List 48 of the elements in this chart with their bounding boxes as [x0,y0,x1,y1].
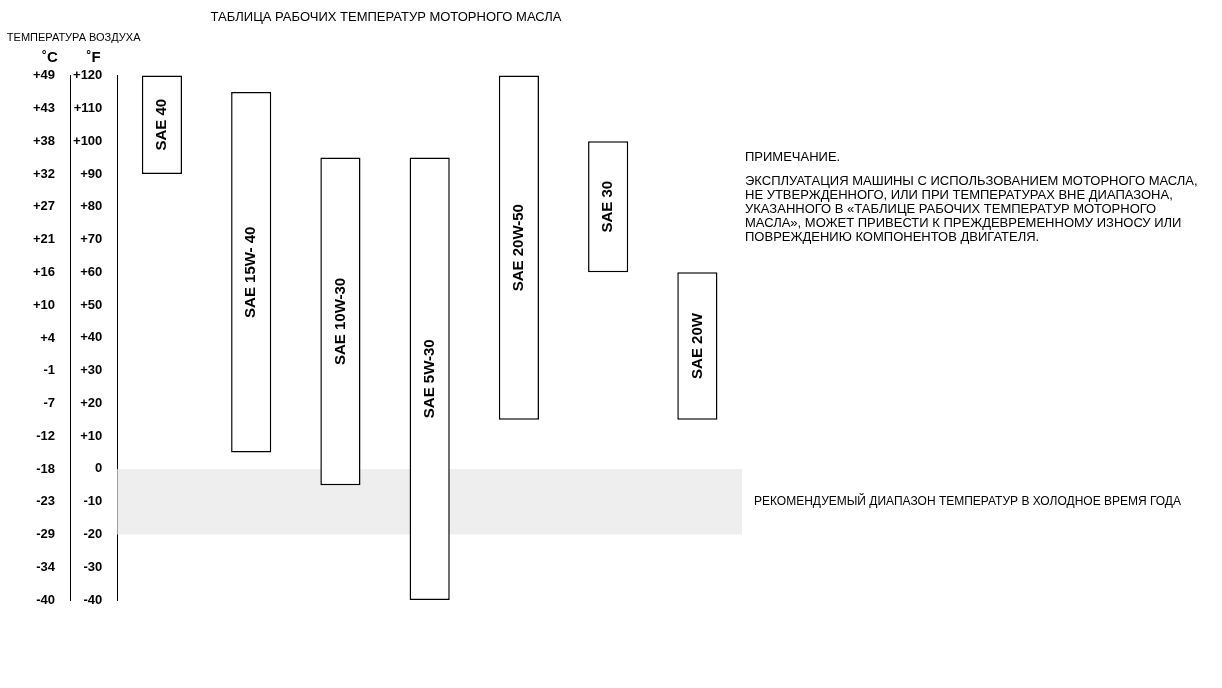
x-tick-label: SAE 20W-50 [509,204,527,292]
y2-tick-label: +21 [32,231,56,247]
y-tick-label: -40 [83,591,103,607]
y-tick-label: +100 [73,132,103,148]
y2-tick-label: -40 [36,591,56,607]
x-tick-label: SAE 10W-30 [330,277,348,366]
x-tick-label: SAE 40 [152,98,170,151]
y2-tick-label: +43 [32,100,56,116]
y-tick-label: +10 [80,427,103,443]
y2-tick-label: -12 [36,427,56,443]
y-tick-label: -20 [83,526,103,542]
x-tick-label: SAE 20W [687,312,705,379]
y2-tick-label: +27 [32,198,56,214]
x-tick-label: SAE 5W-30 [419,339,437,419]
y2-tick-label: -18 [36,460,56,476]
y2-tick-label: +10 [32,296,56,312]
y-tick-label: +30 [80,362,103,378]
y2-tick-label: +4 [40,329,56,345]
y2-tick-label: +32 [32,165,56,181]
text: ПРИМЕЧАНИЕ. [745,149,842,164]
y2-tick-label: -7 [43,395,56,411]
y-tick-label: +40 [80,329,103,345]
y-tick-label: +60 [80,263,103,279]
y-tick-label: +20 [80,394,103,410]
text: ЭКСПЛУАТАЦИЯ МАШИНЫ С ИСПОЛЬЗОВАНИЕМ МОТОРНОГО МАСЛА, НЕ УТВЕРЖДЕННОГО, ИЛИ ПРИ ТЕМПЕРАТУРАХ ВНЕ ДИАПАЗОНА, УКАЗАННОГО В «ТАБЛИЦЕ РАБОЧИХ ТЕМПЕРАТУР МОТОРНОГО МАСЛА», МОЖЕТ ПРИВЕСТИ К ПРЕЖДЕВРЕМЕННОМУ ИЗНОСУ ИЛИ ПОВРЕЖДЕНИЮ КОМПОНЕНТОВ ДВИГАТЕЛЯ. [745,173,1199,244]
y2-tick-label: -29 [36,526,56,542]
y-tick-label: -10 [83,493,103,509]
y-tick-label: +90 [80,165,103,181]
y2-tick-label: -1 [43,362,56,378]
y2-tick-label: -23 [36,493,56,509]
y-tick-label: +120 [73,67,103,83]
y-tick-label: -30 [83,558,103,574]
x-tick-label: SAE 30 [598,180,616,233]
y-axis-title: ˚F [86,47,101,65]
x-tick-label: SAE 15W- 40 [241,226,259,318]
y-tick-label: +80 [80,198,103,214]
y2-tick-label: -34 [36,558,56,574]
chart-title: ТАБЛИЦА РАБОЧИХ ТЕМПЕРАТУР МОТОРНОГО МАСЛА [210,9,562,25]
text: ТЕМПЕРАТУРА ВОЗДУХА [6,30,142,43]
y-tick-label: 0 [95,460,103,476]
y2-tick-label: +38 [32,132,56,148]
y-tick-label: +110 [73,99,103,115]
y-tick-label: +70 [80,231,103,247]
y2-tick-label: +16 [32,263,56,279]
y-tick-label: +50 [80,296,103,312]
y2-tick-label: +49 [32,67,56,83]
y2-axis-title: ˚C [42,47,59,65]
band-label: РЕКОМЕНДУЕМЫЙ ДИАПАЗОН ТЕМПЕРАТУР В ХОЛОДНОЕ ВРЕМЯ ГОДА [754,492,1181,508]
